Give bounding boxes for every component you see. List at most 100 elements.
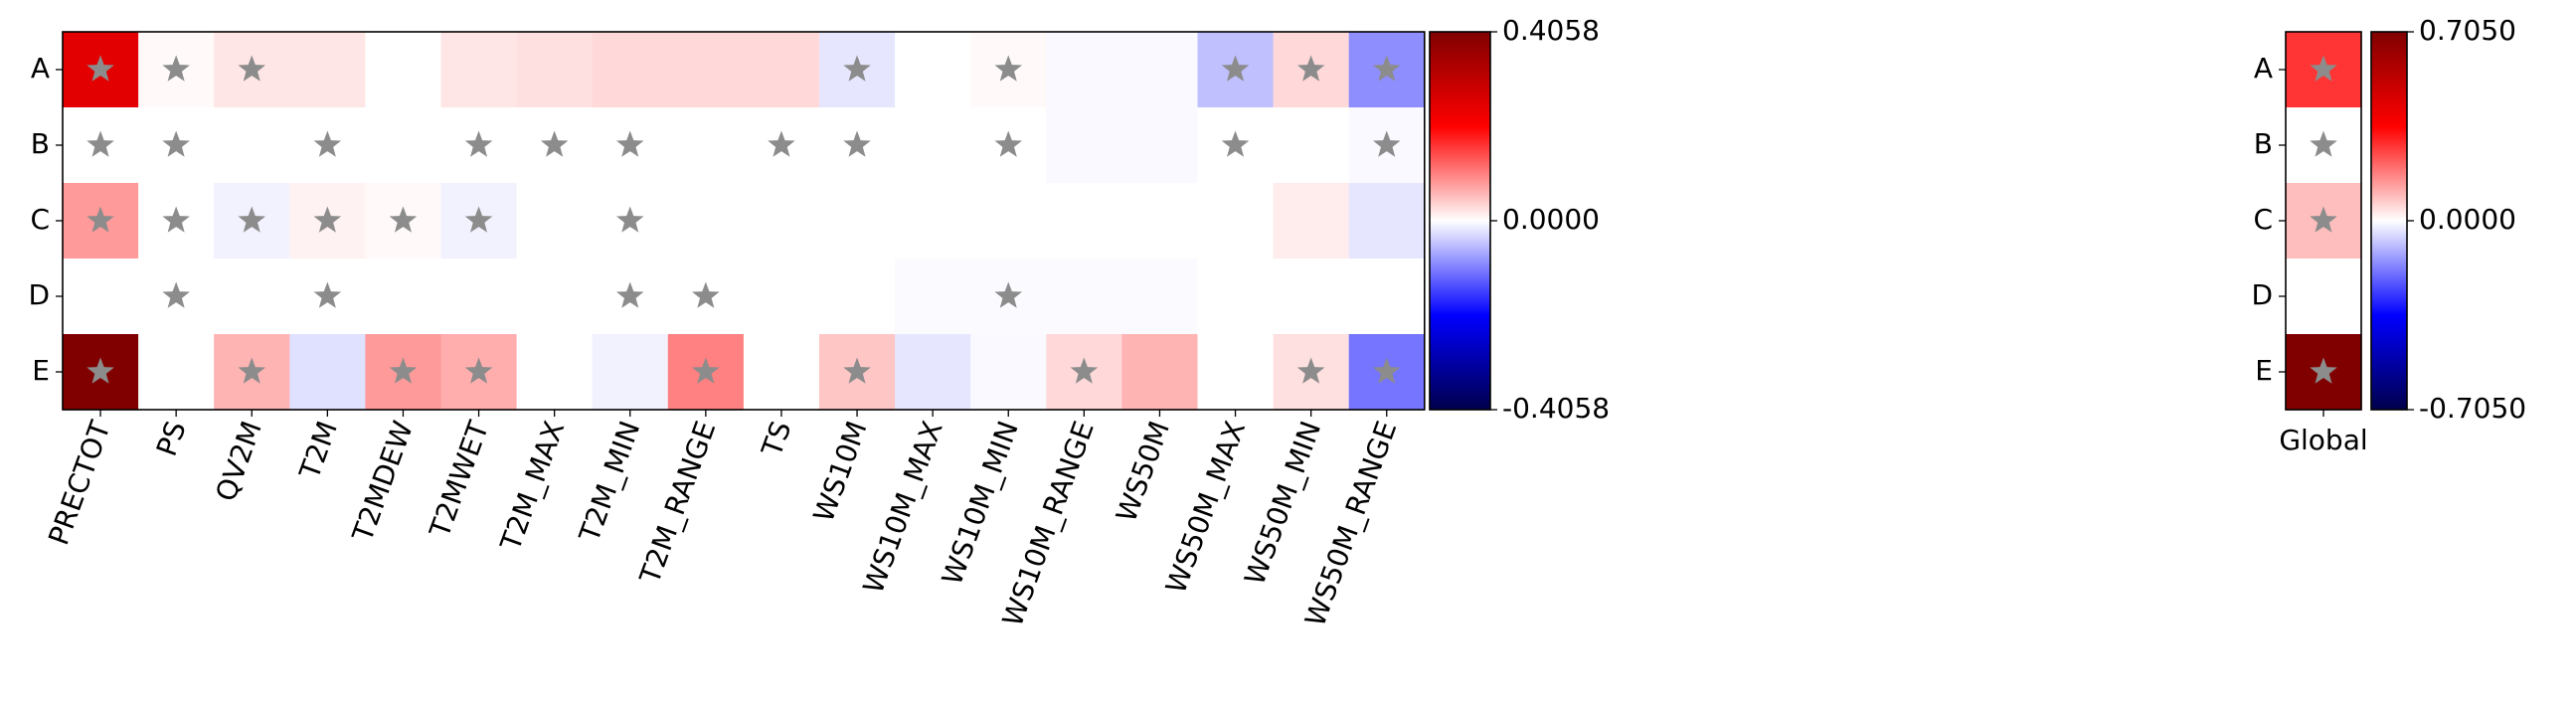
row-label: E	[2255, 354, 2273, 387]
row-label: B	[2254, 127, 2273, 160]
significance-star-icon	[2310, 206, 2337, 233]
global-heatmap: A B C D E Global	[2251, 31, 2368, 456]
colorbar-tick-label: -0.4058	[1502, 392, 1610, 425]
heatmap-cell	[970, 183, 1047, 260]
significance-star-icon	[162, 281, 190, 308]
heatmap-cell	[365, 107, 442, 184]
heatmap-cell	[365, 32, 442, 108]
heatmap-cell	[743, 334, 820, 411]
heatmap-cell	[1273, 183, 1350, 260]
column-label: PRECTOT	[42, 416, 117, 549]
significance-star-icon	[843, 55, 871, 82]
heatmap-cell	[138, 334, 215, 411]
heatmap-cell	[743, 32, 820, 108]
heatmap-cell	[1273, 107, 1350, 184]
significance-star-icon	[540, 130, 569, 157]
heatmap-cell	[592, 32, 669, 108]
significance-star-icon	[2310, 130, 2337, 157]
row-label: D	[28, 278, 50, 311]
heatmap-cell	[289, 334, 366, 411]
column-label: T2M_MAX	[494, 417, 572, 556]
colorbar-tick-label: 0.0000	[2419, 203, 2516, 236]
column-label: T2MDEW	[346, 417, 420, 547]
heatmap-cell	[1348, 183, 1426, 260]
significance-star-icon	[2310, 357, 2337, 384]
heatmap-cell	[1046, 183, 1122, 260]
heatmap-cell	[365, 259, 442, 335]
heatmap-cell	[1121, 32, 1199, 108]
heatmap-cell	[2286, 259, 2362, 335]
row-label: C	[30, 203, 50, 236]
significance-star-icon	[1372, 55, 1401, 82]
heatmap-cell	[1121, 259, 1199, 335]
significance-star-icon	[464, 357, 493, 384]
column-label: WS10M_MIN	[936, 417, 1025, 589]
significance-star-icon	[843, 357, 871, 384]
significance-star-icon	[994, 281, 1023, 308]
column-label: WS10M	[807, 417, 874, 526]
significance-star-icon	[768, 130, 795, 157]
heatmap-cell	[895, 183, 971, 260]
colorbar-tick-label: 0.7050	[2419, 14, 2516, 47]
heatmap-cell	[289, 32, 366, 108]
column-label: T2MWET	[423, 416, 495, 542]
significance-star-icon	[2310, 55, 2337, 82]
heatmap-cell	[1046, 32, 1122, 108]
significance-star-icon	[86, 357, 114, 384]
heatmap-cell	[1046, 107, 1122, 184]
colorbar-tick-label: -0.7050	[2419, 392, 2526, 425]
heatmap-cell	[819, 259, 896, 335]
heatmap-cell	[516, 183, 594, 260]
significance-star-icon	[994, 55, 1023, 82]
column-label: PS	[150, 417, 193, 460]
significance-star-icon	[389, 206, 418, 233]
significance-star-icon	[994, 130, 1023, 157]
heatmap-cell	[1121, 183, 1199, 260]
heatmap-cell	[667, 183, 745, 260]
heatmap-cell	[516, 334, 594, 411]
significance-star-icon	[1296, 357, 1325, 384]
significance-star-icon	[1296, 55, 1325, 82]
heatmap-cell	[592, 334, 669, 411]
significance-star-icon	[843, 130, 871, 157]
colorbar-tick-label: 0.0000	[1502, 203, 1600, 236]
heatmap-cell	[667, 107, 745, 184]
significance-star-icon	[1372, 357, 1401, 384]
heatmap-cell	[895, 107, 971, 184]
column-label: T2M_MIN	[573, 417, 647, 547]
significance-star-icon	[615, 206, 644, 233]
significance-star-icon	[1372, 130, 1401, 157]
significance-star-icon	[162, 55, 190, 82]
heatmap-cell	[1046, 259, 1122, 335]
significance-star-icon	[313, 206, 342, 233]
significance-star-icon	[1221, 55, 1250, 82]
significance-star-icon	[162, 130, 190, 157]
column-label: WS10M_MAX	[857, 417, 949, 598]
heatmap-cell	[63, 259, 139, 335]
significance-star-icon	[692, 357, 720, 384]
heatmap-cell	[1197, 334, 1275, 411]
significance-star-icon	[389, 357, 418, 384]
row-label: E	[32, 354, 50, 387]
column-label: Global	[2279, 424, 2367, 456]
global-colorbar: 0.7050 0.0000 -0.7050	[2370, 14, 2526, 425]
column-label: WS50M_MAX	[1159, 417, 1252, 598]
heatmap-cell	[895, 259, 971, 335]
row-label: D	[2251, 278, 2273, 311]
significance-star-icon	[86, 130, 114, 157]
heatmap-cell	[440, 259, 518, 335]
row-label: C	[2253, 203, 2273, 236]
row-label: A	[2254, 52, 2273, 85]
column-label: WS50M	[1110, 417, 1176, 526]
significance-star-icon	[464, 130, 493, 157]
significance-star-icon	[313, 281, 342, 308]
column-label: QV2M	[209, 417, 267, 505]
column-label: T2M	[292, 417, 344, 484]
significance-star-icon	[1070, 357, 1099, 384]
significance-star-icon	[615, 130, 644, 157]
colorbar-gradient	[2370, 31, 2408, 411]
significance-star-icon	[238, 206, 266, 233]
heatmap-cell	[1273, 259, 1350, 335]
heatmap-cell	[1197, 259, 1275, 335]
